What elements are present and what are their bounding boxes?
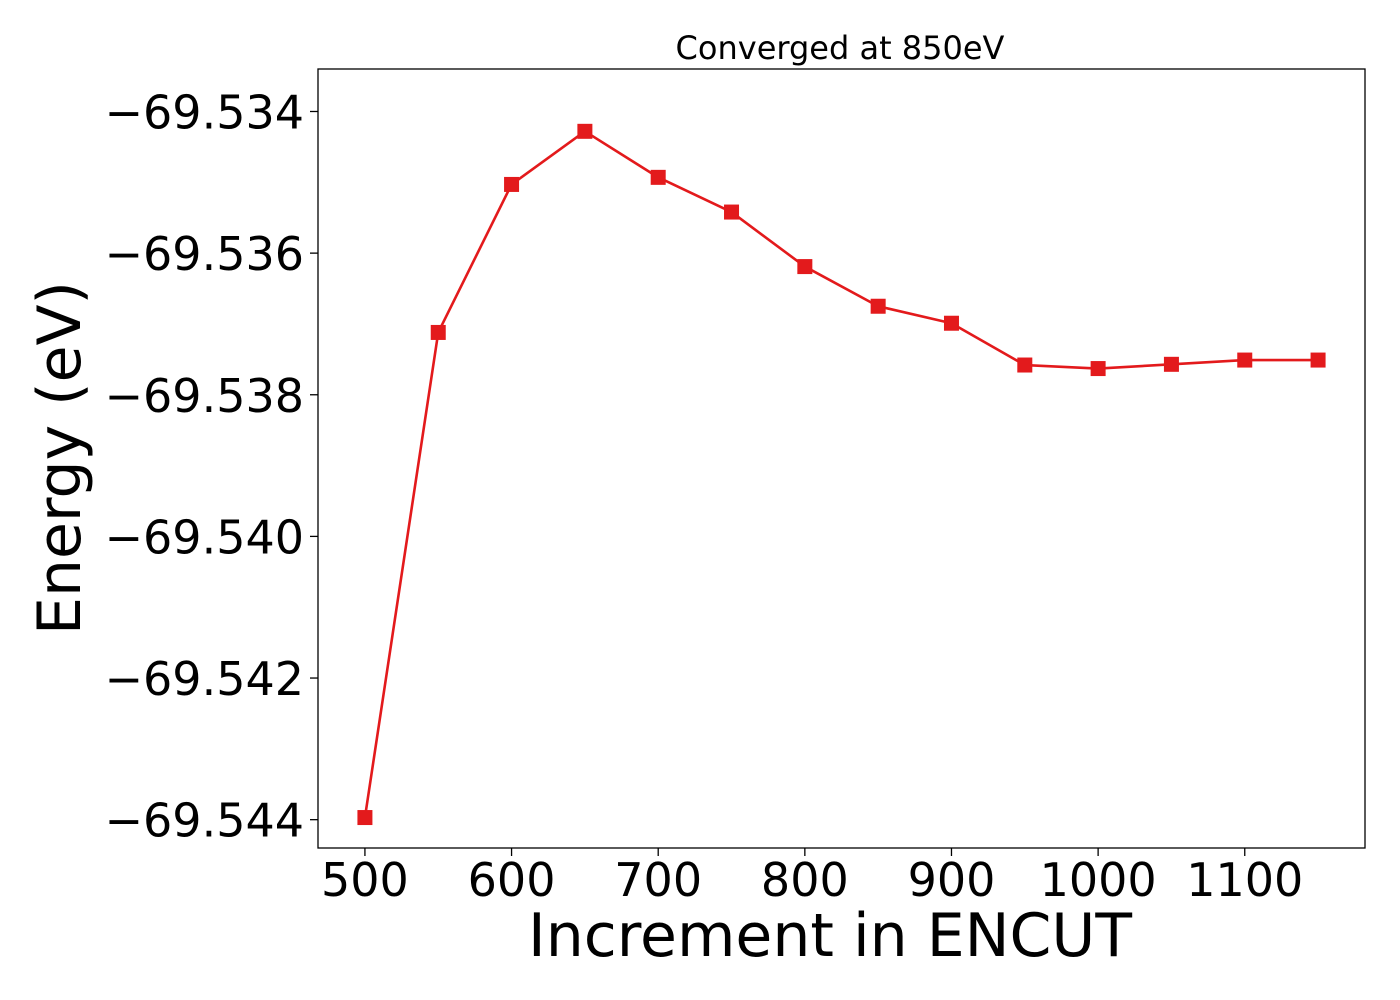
plot-area-frame (317, 68, 1366, 849)
y-tick-label: −69.544 (105, 794, 305, 848)
y-tick-label: −69.540 (105, 510, 305, 564)
data-point-marker (1163, 356, 1179, 372)
data-point-marker (650, 169, 666, 185)
y-tick-label: −69.542 (105, 652, 305, 706)
data-point-marker (577, 123, 593, 139)
data-point-marker (430, 324, 446, 340)
data-point-marker (1310, 352, 1326, 368)
x-tick-label: 500 (321, 853, 409, 907)
data-point-marker (1090, 361, 1106, 377)
y-axis: −69.534 −69.536 −69.538 −69.540 −69.542 −69.5… (105, 85, 318, 848)
data-point-marker (870, 298, 886, 314)
data-point-marker (1017, 357, 1033, 373)
x-axis: 500 600 700 800 900 1000 1100 (321, 848, 1303, 907)
data-point-marker (797, 259, 813, 275)
x-axis-title: Increment in ENCUT (528, 901, 1132, 971)
y-axis-title: Energy (eV) (25, 281, 95, 635)
x-tick-label: 900 (908, 853, 996, 907)
y-tick-label: −69.534 (105, 85, 305, 139)
data-point-marker (943, 315, 959, 331)
series-layer (357, 123, 1326, 826)
data-point-marker (1237, 352, 1253, 368)
data-point-marker (504, 176, 520, 192)
chart-title: Converged at 850eV (676, 29, 1005, 67)
series-line (363, 130, 1319, 818)
y-tick-label: −69.536 (105, 227, 305, 281)
x-tick-label: 600 (468, 853, 556, 907)
data-point-marker (357, 810, 373, 826)
y-tick-label: −69.538 (105, 369, 305, 423)
x-tick-label: 700 (614, 853, 702, 907)
data-point-marker (724, 204, 740, 220)
x-tick-label: 1100 (1186, 853, 1303, 907)
x-tick-label: 800 (761, 853, 849, 907)
x-tick-label: 1000 (1040, 853, 1157, 907)
